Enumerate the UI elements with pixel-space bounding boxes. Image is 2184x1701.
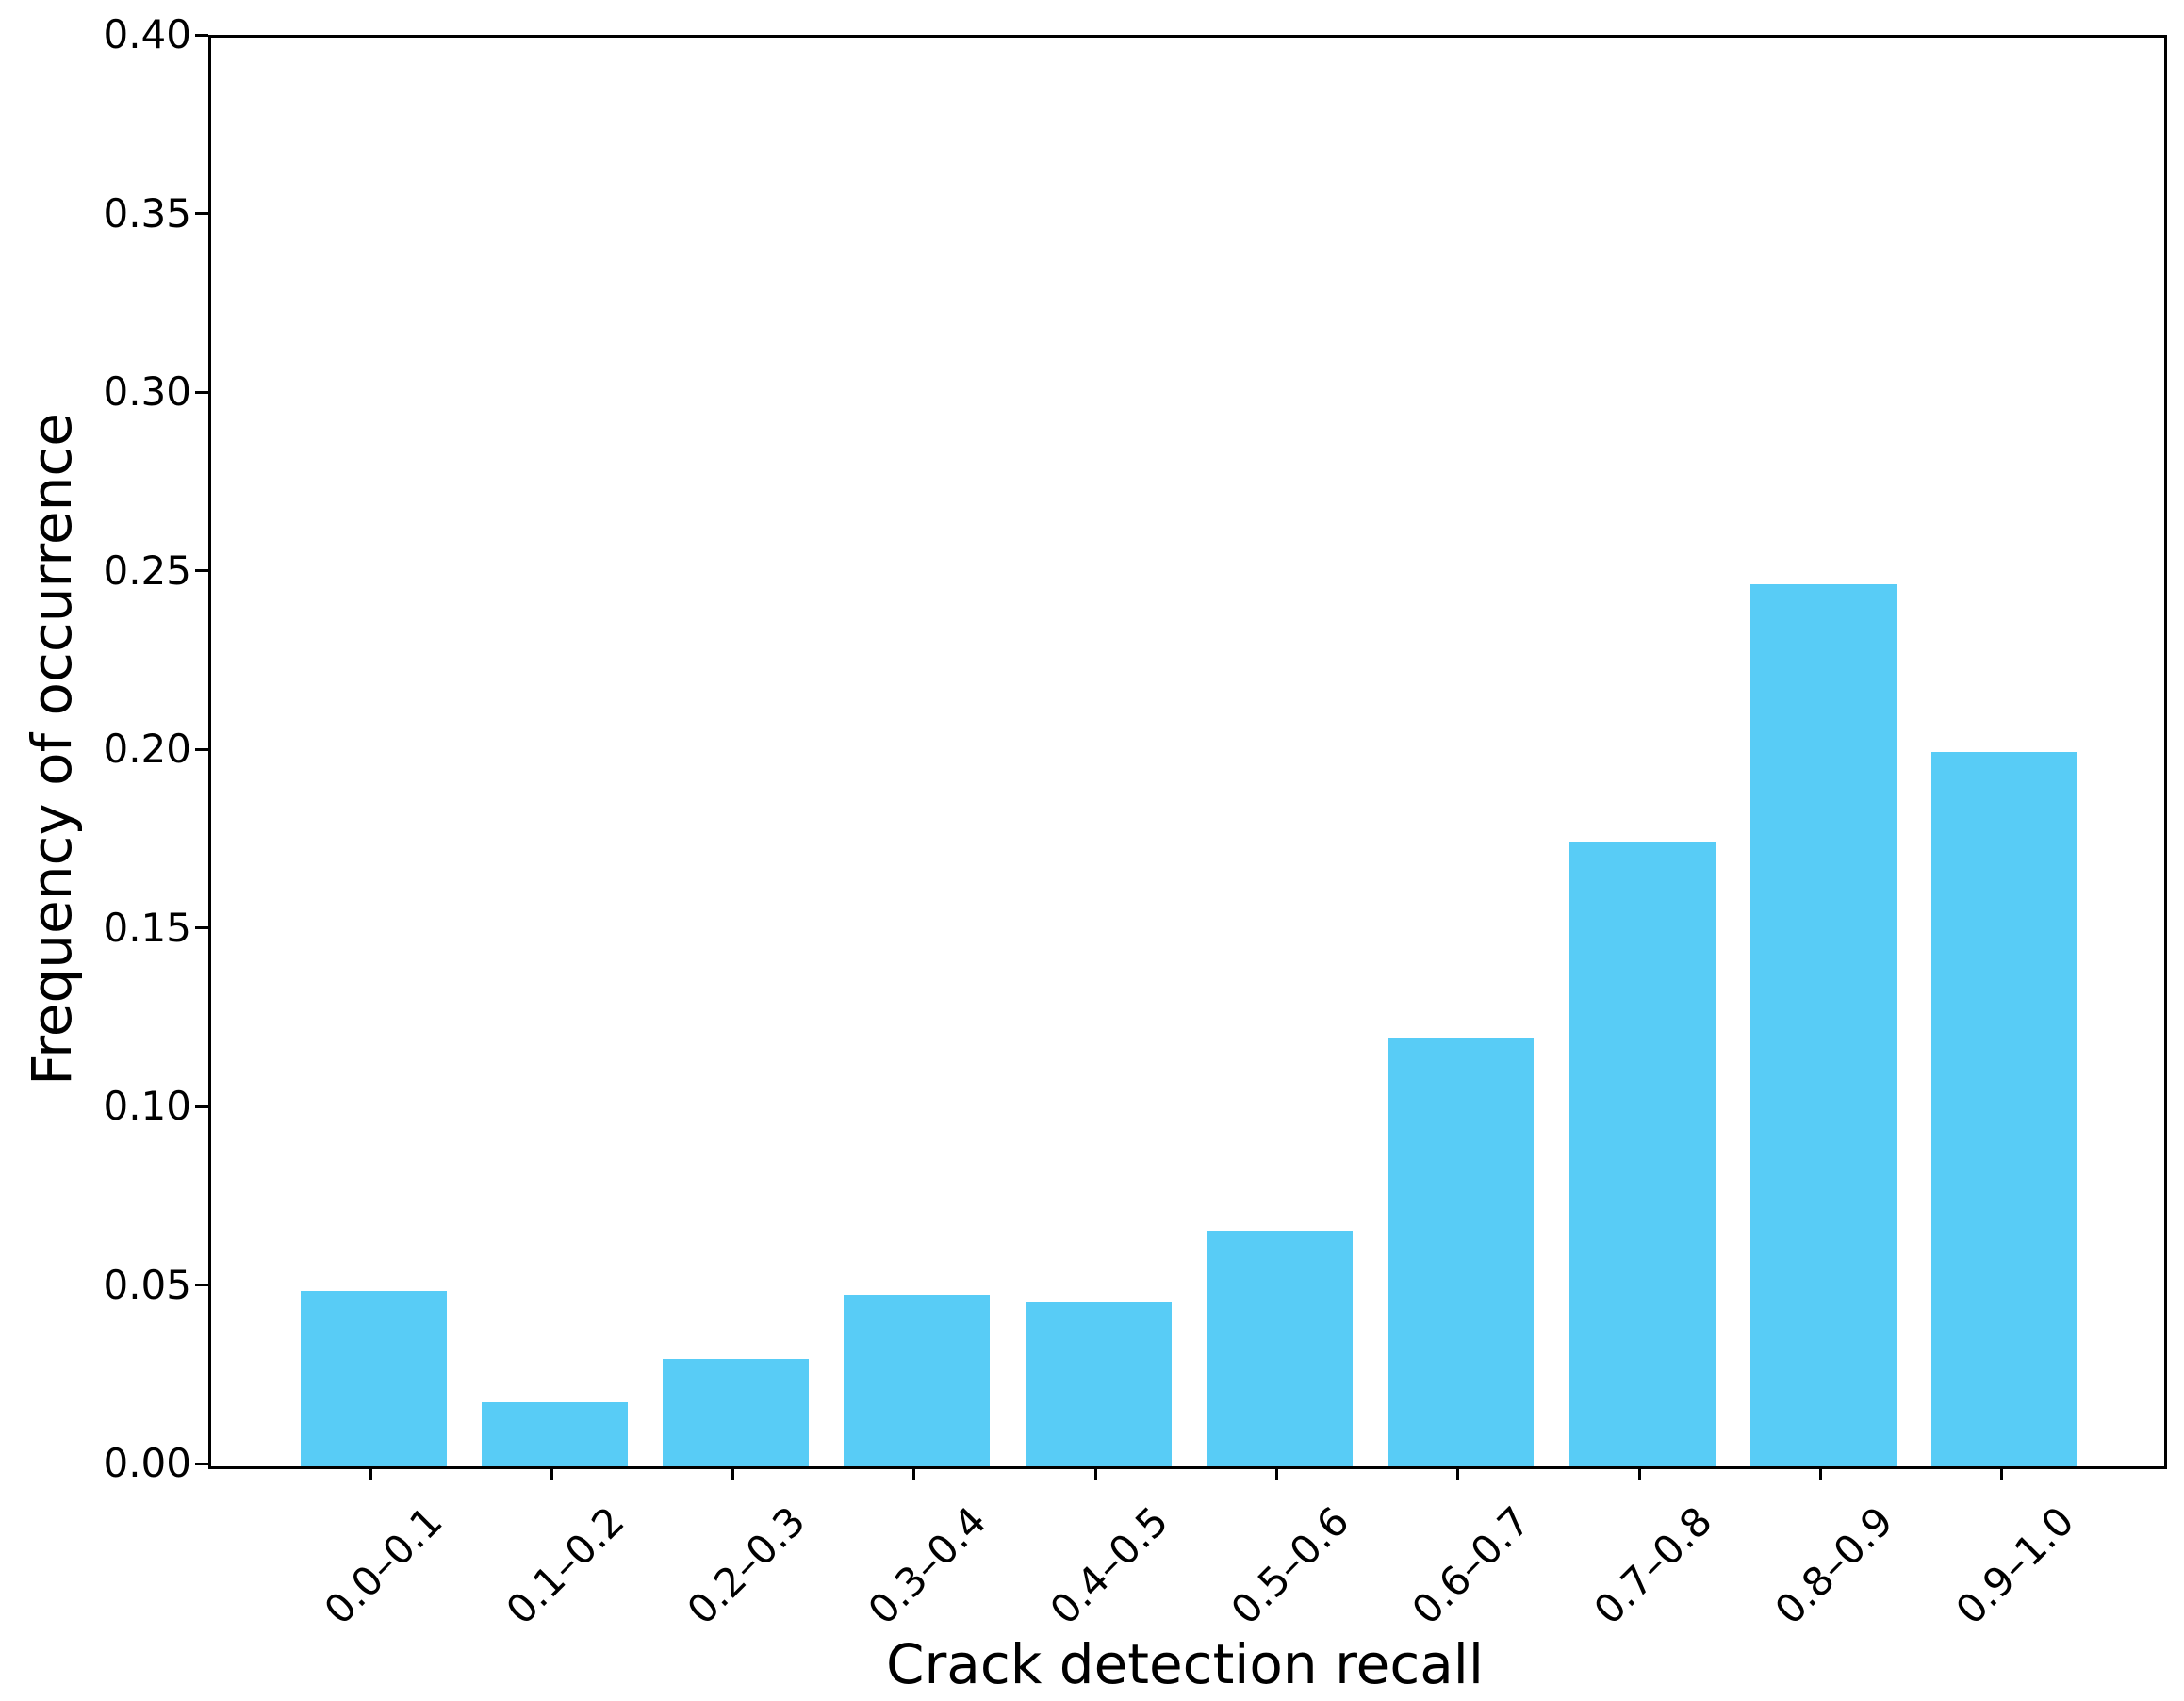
y-tick-label: 0.10 <box>103 1083 191 1129</box>
plot-area <box>208 35 2167 1469</box>
x-tick-label: 0.0–0.1 <box>315 1497 452 1634</box>
bar-0.8–0.9 <box>1749 584 1897 1466</box>
bar-0.1–0.2 <box>481 1402 628 1466</box>
y-tick-mark <box>195 926 208 929</box>
x-tick-mark <box>2000 1466 2004 1480</box>
y-tick-mark <box>195 390 208 394</box>
y-tick-mark <box>195 1104 208 1108</box>
y-tick-label: 0.20 <box>103 726 191 772</box>
y-tick-label: 0.30 <box>103 368 191 415</box>
x-tick-label: 0.9–1.0 <box>1946 1497 2083 1634</box>
x-tick-label: 0.6–0.7 <box>1403 1497 1539 1634</box>
x-tick-label: 0.8–0.9 <box>1765 1497 1902 1634</box>
y-tick-label: 0.40 <box>103 11 191 57</box>
bar-0.2–0.3 <box>663 1359 810 1466</box>
x-tick-mark <box>1093 1466 1097 1480</box>
x-tick-mark <box>731 1466 735 1480</box>
y-tick-label: 0.35 <box>103 189 191 237</box>
bar-0.3–0.4 <box>844 1295 991 1466</box>
x-tick-label: 0.5–0.6 <box>1222 1497 1358 1634</box>
y-tick-label: 0.00 <box>103 1440 191 1486</box>
y-tick-mark <box>195 569 208 572</box>
x-tick-mark <box>1275 1466 1278 1480</box>
x-tick-label: 0.1–0.2 <box>497 1497 633 1634</box>
bar-0.6–0.7 <box>1388 1038 1535 1466</box>
y-tick-label: 0.05 <box>103 1261 191 1308</box>
x-tick-mark <box>369 1466 372 1480</box>
x-tick-mark <box>1637 1466 1641 1480</box>
y-tick-mark <box>195 1284 208 1286</box>
y-tick-mark <box>195 212 208 215</box>
bar-0.9–1.0 <box>1931 752 2078 1466</box>
y-axis-label: Frequency of occurrence <box>20 413 84 1086</box>
bar-0.4–0.5 <box>1025 1302 1172 1466</box>
x-tick-label: 0.2–0.3 <box>678 1497 814 1634</box>
y-tick-mark <box>195 747 208 751</box>
x-tick-mark <box>550 1466 553 1480</box>
bar-0.5–0.6 <box>1207 1231 1353 1466</box>
y-tick-label: 0.15 <box>103 904 191 951</box>
bar-0.0–0.1 <box>300 1291 447 1466</box>
x-tick-label: 0.4–0.5 <box>1041 1497 1177 1634</box>
x-tick-label: 0.7–0.8 <box>1585 1497 1721 1634</box>
y-tick-mark <box>195 33 208 37</box>
x-tick-mark <box>1456 1466 1460 1480</box>
x-tick-mark <box>912 1466 916 1480</box>
x-tick-label: 0.3–0.4 <box>859 1497 995 1634</box>
x-tick-mark <box>1818 1466 1822 1480</box>
y-tick-mark <box>195 1462 208 1465</box>
y-tick-label: 0.25 <box>103 547 191 594</box>
bar-0.7–0.8 <box>1568 842 1716 1466</box>
x-axis-label: Crack detection recall <box>885 1632 1485 1696</box>
